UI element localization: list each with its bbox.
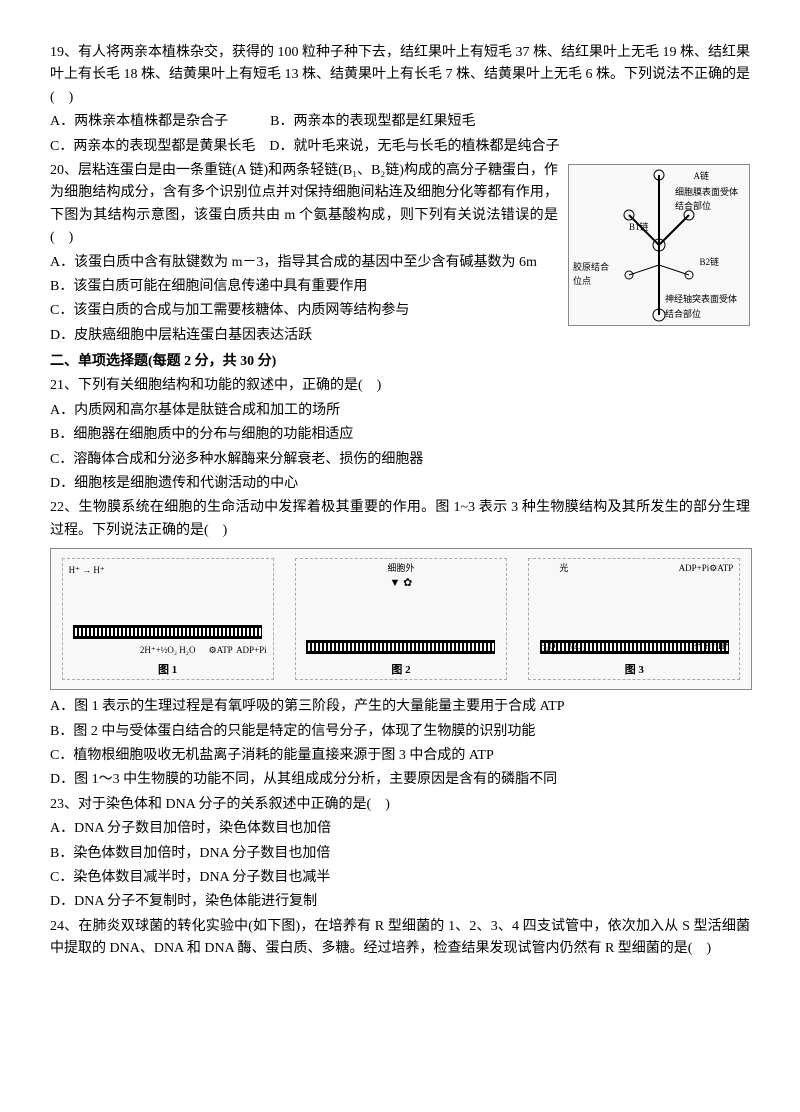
q23-option-c: C．染色体数目减半时，DNA 分子数目也减半	[50, 867, 750, 889]
q20-option-d: D．皮肤癌细胞中层粘连蛋白基因表达活跃	[50, 325, 750, 347]
fig2-label: 图 2	[391, 662, 410, 680]
q19-option-a: A．两株亲本植株都是杂合子 B．两亲本的表现型都是红果短毛	[50, 111, 750, 133]
fig1-label: 图 1	[158, 662, 177, 680]
q19-option-c: C．两亲本的表现型都是黄果长毛 D．就叶毛来说，无毛与长毛的植株都是纯合子	[50, 136, 750, 158]
fig1-atp: ⚙ATP	[209, 643, 233, 657]
fig1-eq: 2H⁺+½O₂ H₂O	[140, 643, 196, 657]
q23-option-b: B．染色体数目加倍时，DNA 分子数目也加倍	[50, 843, 750, 865]
fig1-h-ions: H⁺ → H⁺	[69, 563, 105, 577]
membrane-2	[306, 640, 495, 654]
subfig-3: 光 ADP+Pi⚙ATP H₂O ½O₂ H⁺ H⁺ H⁺ 图 3	[528, 558, 740, 680]
q24-stem: 24、在肺炎双球菌的转化实验中(如下图)，在培养有 R 型细菌的 1、2、3、4…	[50, 916, 750, 961]
protein-diagram: A链 细胞膜表面受体结合部位 B1链 B2链 胶原结合位点 神经轴突表面受体结合…	[568, 164, 750, 326]
fig3-h: H⁺ H⁺ H⁺	[691, 639, 729, 653]
fig3-h2o: H₂O	[539, 639, 555, 653]
fig3-o2: ½O₂	[569, 639, 585, 653]
q21-stem: 21、下列有关细胞结构和功能的叙述中，正确的是( )	[50, 375, 750, 397]
fig3-adp-atp: ADP+Pi⚙ATP	[679, 561, 734, 575]
q23-option-d: D．DNA 分子不复制时，染色体能进行复制	[50, 891, 750, 913]
membrane-diagram: H⁺ → H⁺ 2H⁺+½O₂ H₂O ADP+Pi ⚙ATP 图 1 细胞外 …	[50, 548, 752, 690]
section-2-title: 二、单项选择题(每题 2 分，共 30 分)	[50, 351, 750, 373]
subfig-2: 细胞外 ▼ ✿ 图 2	[295, 558, 507, 680]
q23-stem: 23、对于染色体和 DNA 分子的关系叙述中正确的是( )	[50, 794, 750, 816]
q22-stem: 22、生物膜系统在细胞的生命活动中发挥着极其重要的作用。图 1~3 表示 3 种…	[50, 497, 750, 542]
q19-stem: 19、有人将两亲本植株杂交，获得的 100 粒种子种下去，结红果叶上有短毛 37…	[50, 42, 750, 109]
subfig-1: H⁺ → H⁺ 2H⁺+½O₂ H₂O ADP+Pi ⚙ATP 图 1	[62, 558, 274, 680]
q21-option-b: B．细胞器在细胞质中的分布与细胞的功能相适应	[50, 424, 750, 446]
q22-option-a: A．图 1 表示的生理过程是有氧呼吸的第三阶段，产生的大量能量主要用于合成 AT…	[50, 696, 750, 718]
membrane-1	[73, 625, 262, 639]
q21-option-c: C．溶酶体合成和分泌多种水解酶来分解衰老、损伤的细胞器	[50, 449, 750, 471]
q22-option-c: C．植物根细胞吸收无机盐离子消耗的能量直接来源于图 3 中合成的 ATP	[50, 745, 750, 767]
fig3-label: 图 3	[625, 662, 644, 680]
q22-option-d: D．图 1～3 中生物膜的功能不同，从其组成成分分析，主要原因是含有的磷脂不同	[50, 769, 750, 791]
q23-option-a: A．DNA 分子数目加倍时，染色体数目也加倍	[50, 818, 750, 840]
q22-option-b: B．图 2 中与受体蛋白结合的只能是特定的信号分子，体现了生物膜的识别功能	[50, 721, 750, 743]
q21-option-a: A．内质网和高尔基体是肽链合成和加工的场所	[50, 400, 750, 422]
q21-option-d: D．细胞核是细胞遗传和代谢活动的中心	[50, 473, 750, 495]
fig3-light: 光	[559, 561, 568, 575]
fig1-adp: ADP+Pi	[236, 643, 267, 657]
fig2-cellout: 细胞外	[387, 561, 414, 575]
